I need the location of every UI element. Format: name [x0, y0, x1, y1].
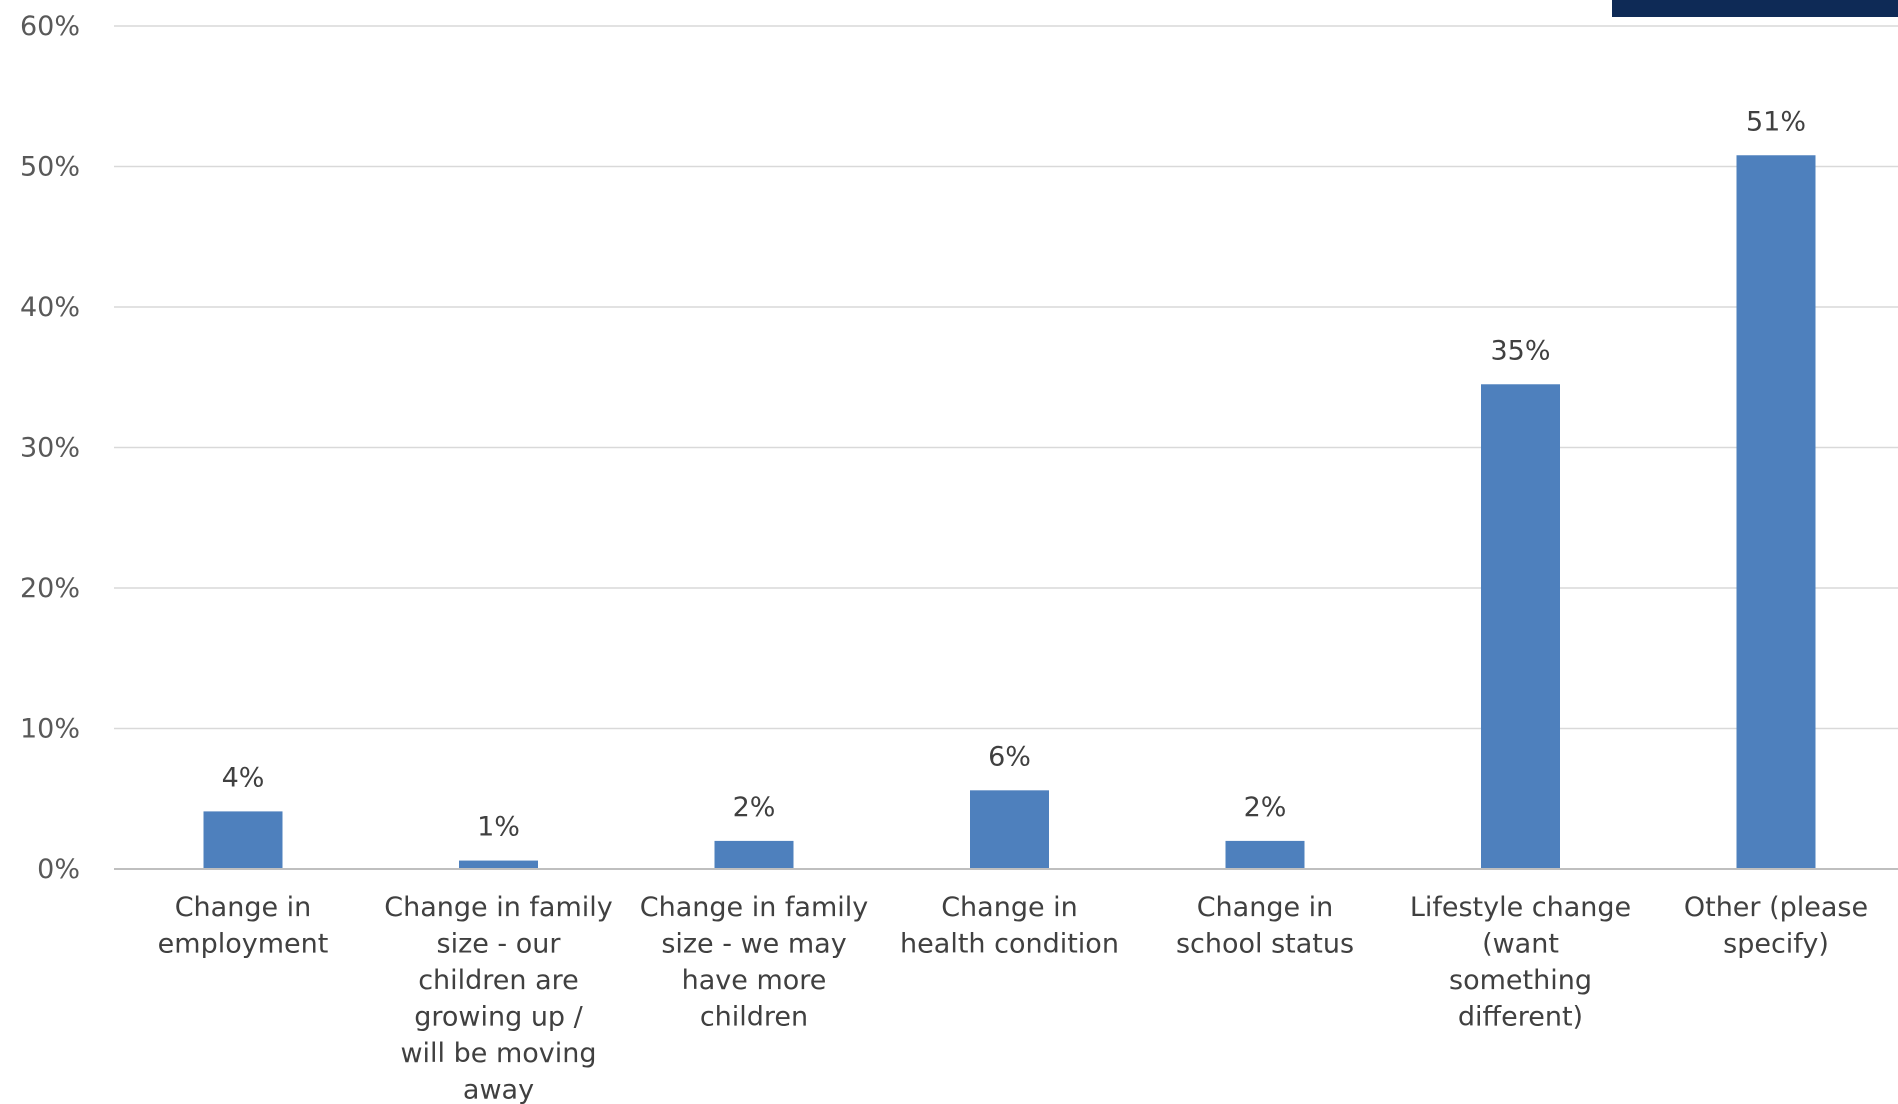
data-labels: 4% 1% 2% 6% 2% 35% 51%: [222, 106, 1806, 842]
y-tick-label: 50%: [20, 152, 80, 183]
y-tick-label: 10%: [20, 714, 80, 745]
bars: [203, 155, 1816, 869]
x-tick-label: Change in health condition: [900, 892, 1119, 960]
data-label: 2%: [733, 792, 776, 823]
y-tick-label: 20%: [20, 573, 80, 604]
corner-mark: [1612, 0, 1898, 17]
data-label: 4%: [222, 762, 265, 793]
y-tick-label: 0%: [37, 854, 80, 885]
x-tick-label: Change in employment: [158, 892, 329, 960]
y-axis: 0% 10% 20% 30% 40% 50% 60%: [20, 11, 80, 885]
gridlines: [114, 25, 1898, 730]
bar: [459, 860, 538, 869]
bar: [1481, 384, 1560, 869]
x-tick-label: Other (please specify): [1684, 892, 1868, 960]
data-label: 51%: [1746, 106, 1806, 137]
x-tick-label: Change in family size - our children are gr…: [384, 892, 613, 1104]
data-label: 6%: [988, 741, 1031, 772]
x-tick-label: Change in school status: [1176, 892, 1354, 960]
bar: [714, 840, 794, 869]
y-tick-label: 60%: [20, 11, 80, 42]
data-label: 1%: [477, 812, 520, 843]
bar: [1736, 155, 1816, 869]
x-axis: Change in employment Change in family size …: [114, 868, 1898, 1104]
x-tick-label: Change in family size - we may have more ch…: [640, 892, 869, 1033]
data-label: 35%: [1490, 335, 1550, 366]
y-tick-label: 40%: [20, 292, 80, 323]
x-tick-label: Lifestyle change (want something different): [1410, 892, 1631, 1033]
bar: [1225, 840, 1305, 869]
bar: [970, 790, 1049, 869]
data-label: 2%: [1244, 792, 1287, 823]
bar: [203, 811, 283, 869]
y-tick-label: 30%: [20, 433, 80, 464]
